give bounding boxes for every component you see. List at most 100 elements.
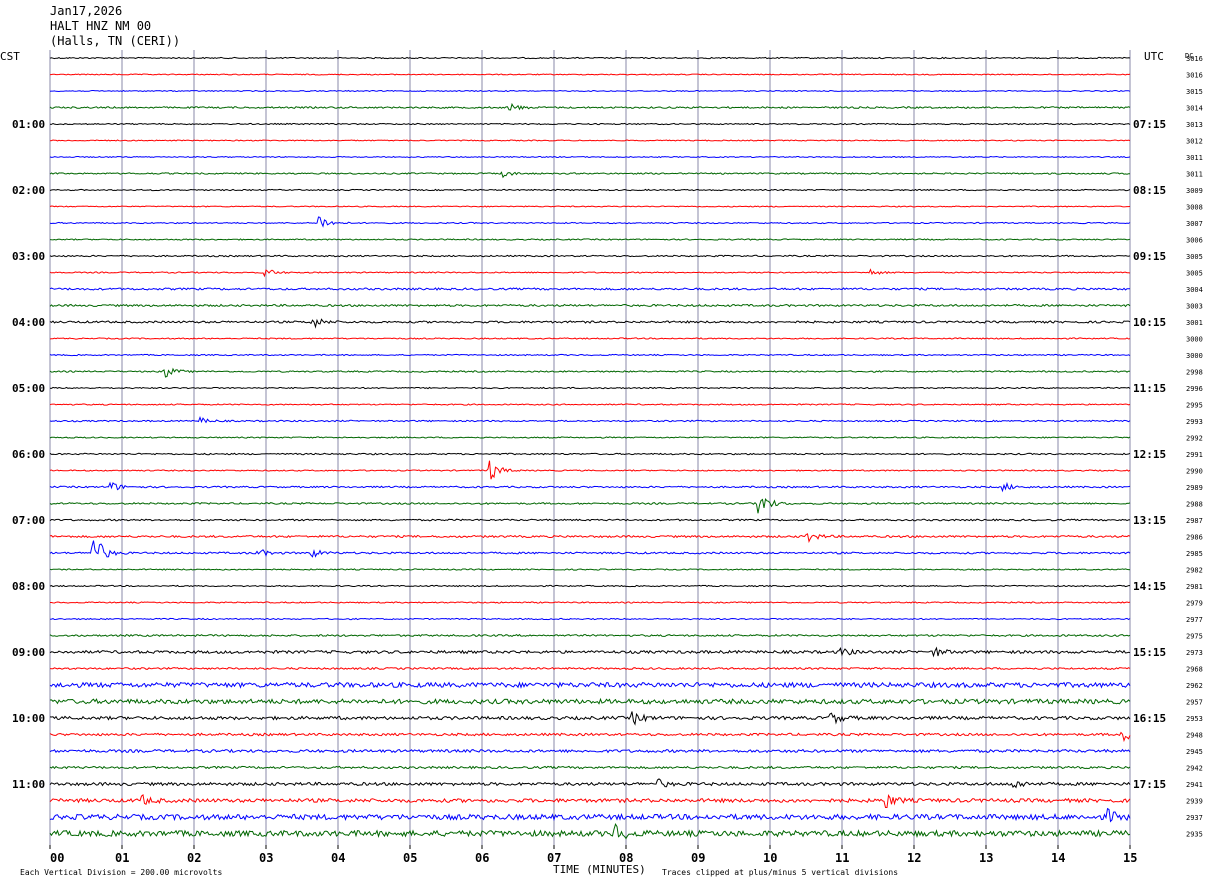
x-tick-label: 11 (835, 851, 849, 865)
trace-line (49, 337, 1131, 340)
dc-offset-label: 3008 (1186, 204, 1203, 212)
utc-hour-label: 08:15 (1133, 184, 1166, 197)
dc-offset-label: 2957 (1186, 699, 1203, 707)
trace-line (49, 188, 1131, 192)
dc-offset-label: 3016 (1186, 55, 1203, 63)
trace-line (49, 353, 1131, 357)
trace-line (49, 452, 1131, 456)
dc-offset-label: 2986 (1186, 534, 1203, 542)
trace-line (49, 497, 1131, 514)
trace-line (49, 122, 1131, 126)
dc-offset-label: 2968 (1186, 666, 1203, 674)
dc-offset-label: 2985 (1186, 550, 1203, 558)
x-tick-label: 09 (691, 851, 705, 865)
trace-line (49, 731, 1131, 743)
dc-offset-label: 3009 (1186, 187, 1203, 195)
trace-line (49, 460, 1131, 480)
trace-line (49, 254, 1131, 258)
cst-hour-label: 01:00 (12, 118, 45, 131)
dc-offset-label: 2941 (1186, 781, 1203, 789)
utc-hour-label: 11:15 (1133, 382, 1166, 395)
dc-offset-label: 2973 (1186, 649, 1203, 657)
dc-offset-label: 3005 (1186, 270, 1203, 278)
cst-hour-label: 02:00 (12, 184, 45, 197)
x-tick-label: 05 (403, 851, 417, 865)
trace-line (50, 601, 1131, 604)
trace-line (49, 436, 1131, 439)
x-tick-label: 02 (187, 851, 201, 865)
cst-hour-label: 09:00 (12, 646, 45, 659)
dc-offset-label: 2935 (1186, 831, 1203, 839)
x-tick-label: 07 (547, 851, 561, 865)
cst-axis-label: CST (0, 50, 20, 63)
trace-line (49, 646, 1131, 658)
dc-label: DC (1185, 52, 1193, 60)
x-tick-label: 01 (115, 851, 129, 865)
trace-line (49, 568, 1131, 571)
x-tick-label: 00 (50, 851, 64, 865)
dc-offset-label: 2993 (1186, 418, 1203, 426)
dc-offset-label: 2990 (1186, 468, 1203, 476)
cst-hour-label: 06:00 (12, 448, 45, 461)
dc-offset-label: 3007 (1186, 220, 1203, 228)
dc-offset-label: 2937 (1186, 814, 1203, 822)
utc-hour-label: 09:15 (1133, 250, 1166, 263)
trace-line (49, 416, 1131, 424)
trace-line (49, 778, 1131, 789)
trace-line (49, 205, 1131, 208)
trace-line (49, 89, 1131, 93)
trace-line (49, 303, 1131, 308)
header-location: (Halls, TN (CERI)) (50, 34, 181, 48)
dc-offset-label: 2982 (1186, 567, 1203, 575)
dc-offset-label: 3000 (1186, 352, 1203, 360)
cst-hour-label: 10:00 (12, 712, 45, 725)
trace-line (49, 666, 1131, 671)
trace-line (49, 102, 1131, 111)
utc-hour-label: 16:15 (1133, 712, 1166, 725)
utc-hour-label: 17:15 (1133, 778, 1166, 791)
trace-line (49, 533, 1131, 543)
dc-offset-label: 2998 (1186, 369, 1203, 377)
utc-hour-label: 13:15 (1133, 514, 1166, 527)
dc-offset-label: 3013 (1186, 121, 1203, 129)
header-station: HALT HNZ NM 00 (50, 19, 152, 33)
division-note: Each Vertical Division = 200.00 microvol… (20, 868, 222, 877)
cst-hour-label: 08:00 (12, 580, 45, 593)
dc-offset-label: 3000 (1186, 336, 1203, 344)
dc-offset-label: 2962 (1186, 682, 1203, 690)
trace-line (49, 268, 1131, 278)
trace-line (49, 822, 1131, 840)
trace-line (49, 403, 1131, 406)
dc-offset-label: 3005 (1186, 253, 1203, 261)
trace-line (49, 216, 1131, 228)
dc-offset-label: 2992 (1186, 435, 1203, 443)
dc-offset-label: 2995 (1186, 402, 1203, 410)
trace-line (49, 386, 1131, 390)
cst-hour-label: 07:00 (12, 514, 45, 527)
dc-offset-label: 2988 (1186, 501, 1203, 509)
x-tick-label: 08 (619, 851, 633, 865)
header-date: Jan17,2026 (50, 4, 123, 18)
x-tick-label: 13 (979, 851, 993, 865)
utc-hour-label: 15:15 (1133, 646, 1166, 659)
x-tick-label: 04 (331, 851, 345, 865)
trace-line (49, 540, 1131, 558)
dc-offset-label: 2945 (1186, 748, 1203, 756)
trace-line (49, 367, 1130, 378)
utc-hour-label: 07:15 (1133, 118, 1166, 131)
dc-offset-label: 3015 (1186, 88, 1203, 96)
dc-offset-label: 2981 (1186, 583, 1203, 591)
x-tick-label: 14 (1051, 851, 1065, 865)
cst-hour-label: 03:00 (12, 250, 45, 263)
trace-line (49, 287, 1131, 291)
trace-line (49, 171, 1131, 179)
trace-line (49, 617, 1131, 621)
x-tick-label: 10 (763, 851, 777, 865)
trace-line (49, 238, 1131, 241)
axis-labels: CST UTC DC TIME (MINUTES) Each Vertical … (0, 50, 1203, 877)
trace-line (49, 697, 1131, 705)
trace-line (49, 711, 1131, 726)
x-tick-label: 06 (475, 851, 489, 865)
dc-offset-label: 3012 (1186, 138, 1203, 146)
